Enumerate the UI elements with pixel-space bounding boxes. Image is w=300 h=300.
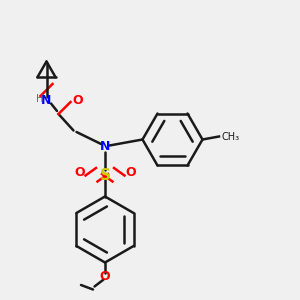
Text: N: N [100,140,110,154]
Text: O: O [73,94,83,107]
Text: O: O [74,166,85,179]
Text: N: N [41,94,52,107]
Text: H: H [36,94,43,104]
Text: O: O [125,166,136,179]
Text: O: O [100,269,110,283]
Text: S: S [100,168,110,183]
Text: CH₃: CH₃ [222,131,240,142]
